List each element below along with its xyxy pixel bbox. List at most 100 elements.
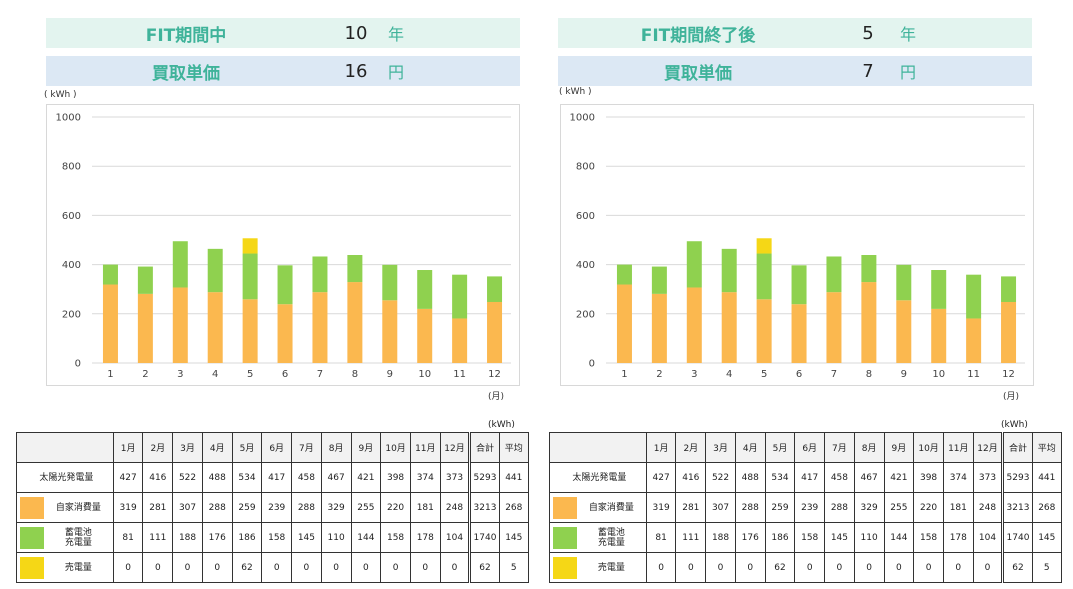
- table-cell: 441: [498, 462, 530, 493]
- table-cell: 62: [231, 552, 263, 583]
- y-tick-label: 800: [62, 162, 81, 173]
- table-cell: 220: [380, 492, 411, 523]
- bar-sold-power: [242, 238, 258, 254]
- table-cell: 0: [645, 552, 677, 583]
- row-label-text: 自家消費量: [588, 502, 634, 513]
- bar-battery-charge: [686, 241, 702, 288]
- bar-self-consumption: [417, 308, 433, 363]
- table-cell: 188: [705, 522, 736, 553]
- x-tick-label: 10: [932, 369, 945, 380]
- table-cell: 178: [942, 522, 974, 553]
- x-tick-label: 2: [656, 369, 662, 380]
- table-cell: 220: [913, 492, 944, 523]
- post-fit-period-banner: FIT期間終了後 5 年: [558, 18, 1032, 48]
- table-row: 売電量 0 0 0 0 62 0 0 0 0 0 0 0 62 5: [549, 552, 1063, 583]
- table-cell: 329: [320, 492, 352, 523]
- column-header: 9月: [883, 432, 915, 463]
- bar-battery-charge: [312, 256, 328, 293]
- table-cell: 104: [972, 522, 1004, 553]
- table-cell: 427: [112, 462, 144, 493]
- table-cell: 158: [794, 522, 826, 553]
- table-cell: 259: [231, 492, 263, 523]
- table-cell: 281: [675, 492, 707, 523]
- bar-self-consumption: [137, 293, 153, 363]
- column-header: 10月: [913, 432, 944, 463]
- row-label-text: 蓄電池 充電量: [597, 527, 625, 548]
- table-cell: 186: [764, 522, 796, 553]
- table-cell: 104: [439, 522, 471, 553]
- post-fit-price-value: 7: [862, 60, 874, 82]
- table-cell: 0: [972, 552, 1004, 583]
- x-tick-label: 6: [282, 369, 288, 380]
- y-tick-label: 400: [576, 260, 595, 271]
- table-row: 売電量 0 0 0 0 62 0 0 0 0 0 0 0 62 5: [16, 552, 530, 583]
- x-tick-label: 6: [796, 369, 802, 380]
- column-header: 8月: [320, 432, 352, 463]
- table-cell: 5293: [1001, 462, 1033, 493]
- y-tick-label: 0: [589, 359, 595, 370]
- table-cell: 0: [291, 552, 322, 583]
- table-cell: 5: [1031, 552, 1063, 583]
- bar-self-consumption: [686, 287, 702, 363]
- table-cell: 248: [972, 492, 1004, 523]
- table-cell: 329: [853, 492, 885, 523]
- column-header: 合計: [468, 432, 500, 463]
- bar-self-consumption: [382, 300, 398, 363]
- table-cell: 0: [112, 552, 144, 583]
- y-tick-label: 600: [576, 211, 595, 222]
- table-cell: 181: [409, 492, 441, 523]
- bar-battery-charge: [137, 266, 153, 294]
- post-fit-period-value: 5: [862, 22, 874, 44]
- row-label: 自家消費量: [16, 492, 114, 523]
- table-cell: 0: [913, 552, 944, 583]
- table-cell: 288: [734, 492, 766, 523]
- table-cell: 62: [468, 552, 500, 583]
- row-label-text: 売電量: [64, 562, 92, 573]
- column-header: 7月: [824, 432, 855, 463]
- x-tick-label: 9: [387, 369, 393, 380]
- column-header: 合計: [1001, 432, 1033, 463]
- bar-self-consumption: [861, 282, 877, 363]
- column-header: 10月: [380, 432, 411, 463]
- column-header: 1月: [112, 432, 144, 463]
- bar-self-consumption: [616, 284, 632, 363]
- legend-swatch: [20, 496, 44, 519]
- y-axis-unit: ( kWh ): [559, 87, 592, 97]
- purchase-price-banner: 買取単価 16 円: [46, 56, 520, 86]
- table-cell: 0: [201, 552, 233, 583]
- bar-self-consumption: [102, 284, 118, 363]
- bar-self-consumption: [931, 308, 947, 363]
- y-tick-label: 1000: [570, 113, 595, 124]
- column-header: 12月: [972, 432, 1004, 463]
- bar-self-consumption: [242, 299, 258, 363]
- post-fit-period-unit: 年: [900, 25, 917, 44]
- bar-self-consumption: [756, 299, 772, 363]
- table-cell: 268: [498, 492, 530, 523]
- table-cell: 62: [1001, 552, 1033, 583]
- table-cell: 62: [764, 552, 796, 583]
- table-row: 蓄電池 充電量 81 111 188 176 186 158 145 110 144 158 178 10…: [549, 522, 1063, 553]
- table-cell: 0: [705, 552, 736, 583]
- table-cell: 0: [824, 552, 855, 583]
- y-tick-label: 600: [62, 211, 81, 222]
- post-fit-price-unit: 円: [900, 63, 917, 82]
- bar-self-consumption: [966, 318, 982, 363]
- table-cell: 176: [201, 522, 233, 553]
- post-fit-price-banner: 買取単価 7 円: [558, 56, 1032, 86]
- table-cell: 145: [824, 522, 855, 553]
- table-header-row: 1月 2月 3月 4月 5月 6月 7月 8月 9月 10月 11月 12月 合計 平均: [549, 432, 1063, 463]
- bar-battery-charge: [452, 274, 468, 319]
- bar-battery-charge: [616, 264, 632, 285]
- table-cell: 288: [824, 492, 855, 523]
- table-cell: 307: [705, 492, 736, 523]
- legend-swatch: [553, 526, 577, 549]
- table-cell: 288: [291, 492, 322, 523]
- x-tick-label: 7: [831, 369, 837, 380]
- bar-battery-charge: [826, 256, 842, 293]
- column-header: 12月: [439, 432, 471, 463]
- table-cell: 307: [172, 492, 203, 523]
- x-axis-unit: (月): [1003, 392, 1020, 402]
- table-cell: 534: [764, 462, 796, 493]
- fit-period-label: FIT期間中: [145, 25, 227, 46]
